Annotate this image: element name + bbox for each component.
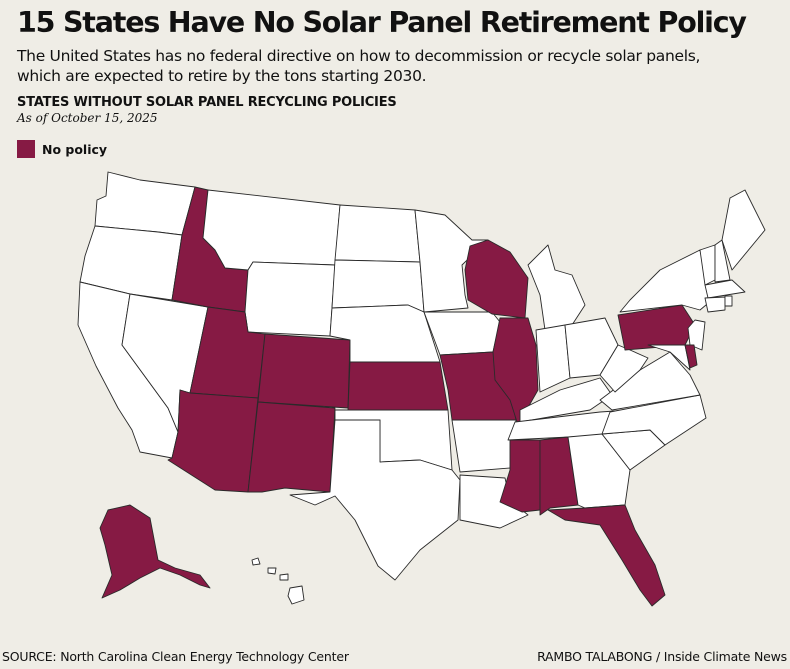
state-massachusetts — [704, 279, 746, 299]
state-new-jersey — [687, 319, 706, 351]
state-alaska — [99, 504, 211, 599]
page-title: 15 States Have No Solar Panel Retirement… — [17, 6, 747, 39]
page-subtitle: The United States has no federal directi… — [17, 47, 701, 85]
state-maine — [721, 189, 766, 271]
state-arizona — [167, 389, 259, 493]
state-north-dakota — [334, 204, 421, 263]
state-oregon — [79, 225, 183, 301]
state-rhode-island — [724, 295, 733, 307]
state-louisiana — [459, 474, 529, 529]
state-alabama — [539, 436, 579, 516]
state-pennsylvania — [617, 304, 696, 351]
state-michigan — [527, 244, 586, 331]
state-hawaii-island-4 — [287, 585, 305, 605]
legend-swatch-no-policy — [17, 140, 35, 158]
state-new-mexico — [247, 401, 336, 493]
state-delaware — [684, 344, 698, 369]
state-wisconsin — [464, 239, 529, 319]
state-florida — [547, 504, 666, 607]
state-montana — [202, 189, 341, 271]
state-west-virginia — [599, 344, 649, 393]
state-arkansas — [451, 419, 517, 473]
state-texas — [289, 419, 461, 581]
map-date: As of October 15, 2025 — [17, 111, 158, 125]
state-connecticut — [704, 296, 726, 313]
state-washington — [94, 171, 196, 236]
state-new-york — [619, 249, 713, 313]
source-note: SOURCE: North Carolina Clean Energy Tech… — [2, 649, 349, 664]
legend-label-no-policy: No policy — [42, 141, 108, 157]
state-wyoming — [244, 261, 336, 337]
state-hawaii-island-2 — [267, 567, 277, 575]
state-kansas — [347, 361, 449, 411]
state-indiana — [535, 324, 571, 393]
state-minnesota — [414, 209, 489, 313]
map-title: STATES WITHOUT SOLAR PANEL RECYCLING POL… — [17, 95, 397, 110]
credit-note: RAMBO TALABONG / Inside Climate News — [537, 649, 787, 664]
state-maryland — [647, 344, 691, 371]
legend: No policy — [17, 140, 107, 158]
state-south-dakota — [331, 259, 425, 313]
state-colorado — [257, 333, 351, 409]
state-hawaii-island-1 — [251, 557, 261, 566]
state-hawaii-island-3 — [279, 573, 289, 581]
